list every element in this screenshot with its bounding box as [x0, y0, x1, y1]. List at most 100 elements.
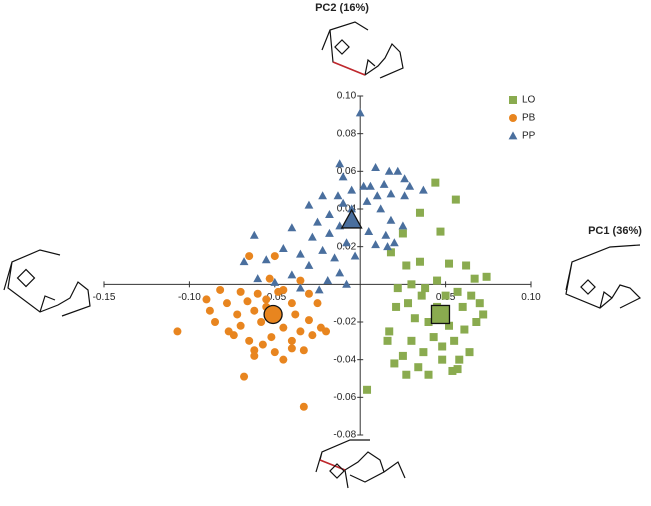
- point: [381, 230, 391, 239]
- point: [386, 189, 396, 198]
- point: [287, 344, 296, 353]
- mean-point: [340, 208, 363, 229]
- point: [323, 275, 333, 284]
- point: [417, 291, 426, 300]
- point: [451, 195, 460, 204]
- point: [383, 242, 392, 251]
- shape-left: [3, 249, 91, 317]
- point: [400, 191, 410, 200]
- point: [470, 274, 479, 283]
- point: [278, 243, 288, 252]
- point: [304, 260, 314, 269]
- point: [250, 351, 259, 360]
- legend-marker: [508, 131, 518, 140]
- point: [313, 299, 322, 308]
- point: [330, 253, 339, 262]
- point: [239, 257, 249, 266]
- point: [415, 208, 424, 217]
- point: [441, 291, 450, 300]
- point: [304, 289, 313, 298]
- point: [362, 196, 372, 205]
- point: [392, 302, 401, 311]
- point: [287, 299, 296, 308]
- point: [482, 272, 491, 281]
- point: [475, 299, 484, 308]
- point: [325, 228, 334, 237]
- point: [287, 270, 297, 279]
- x-tick-label: -0.05: [263, 292, 286, 303]
- point: [296, 276, 305, 285]
- point: [270, 348, 279, 357]
- point: [453, 287, 462, 296]
- point: [262, 295, 271, 304]
- legend-marker: [509, 96, 517, 104]
- point: [270, 277, 280, 286]
- point: [445, 321, 454, 330]
- point: [465, 348, 474, 357]
- point: [366, 181, 375, 190]
- point: [318, 191, 328, 200]
- point: [384, 166, 394, 175]
- point: [448, 366, 457, 375]
- point: [410, 314, 419, 323]
- point: [318, 245, 328, 254]
- point: [173, 327, 182, 336]
- point: [436, 227, 445, 236]
- point: [372, 191, 382, 200]
- point: [342, 238, 351, 247]
- point: [371, 162, 380, 171]
- point: [291, 310, 300, 319]
- point: [250, 306, 259, 315]
- y-tick-label: -0.04: [333, 354, 356, 365]
- shape-bottom: [315, 439, 406, 489]
- point: [224, 327, 233, 336]
- point: [314, 285, 324, 294]
- point: [460, 325, 469, 334]
- y-tick-label: -0.08: [333, 430, 356, 441]
- y-tick-label: -0.06: [333, 392, 356, 403]
- x-tick-label: -0.15: [93, 292, 116, 303]
- mean-point: [263, 304, 283, 325]
- point: [398, 221, 408, 230]
- point: [233, 310, 242, 319]
- point: [322, 327, 331, 336]
- point: [393, 166, 403, 175]
- point: [279, 323, 288, 332]
- point: [325, 210, 334, 219]
- point: [398, 351, 407, 360]
- y-axis-label: PC2 (16%): [315, 2, 369, 14]
- x-tick-label: -0.10: [178, 292, 201, 303]
- point: [407, 336, 416, 345]
- point: [479, 310, 488, 319]
- point: [355, 108, 365, 117]
- point: [400, 174, 410, 183]
- point: [453, 365, 462, 374]
- point: [390, 359, 399, 368]
- point: [342, 279, 351, 288]
- legend-marker: [509, 114, 517, 122]
- point: [386, 248, 395, 257]
- point: [438, 342, 447, 351]
- point: [274, 287, 283, 296]
- point: [249, 230, 259, 239]
- point: [393, 284, 402, 293]
- point: [376, 204, 386, 213]
- point: [363, 385, 372, 394]
- point: [335, 159, 345, 168]
- point: [371, 240, 380, 249]
- point: [462, 261, 471, 270]
- point: [250, 346, 259, 355]
- legend-label: PP: [522, 131, 536, 142]
- point: [386, 215, 396, 224]
- point: [385, 327, 394, 336]
- point: [202, 295, 211, 304]
- point: [347, 185, 357, 194]
- point: [307, 232, 317, 241]
- point: [472, 318, 481, 326]
- point: [299, 402, 308, 411]
- point: [402, 261, 411, 270]
- point: [389, 238, 399, 247]
- point: [222, 299, 231, 308]
- point: [433, 276, 442, 285]
